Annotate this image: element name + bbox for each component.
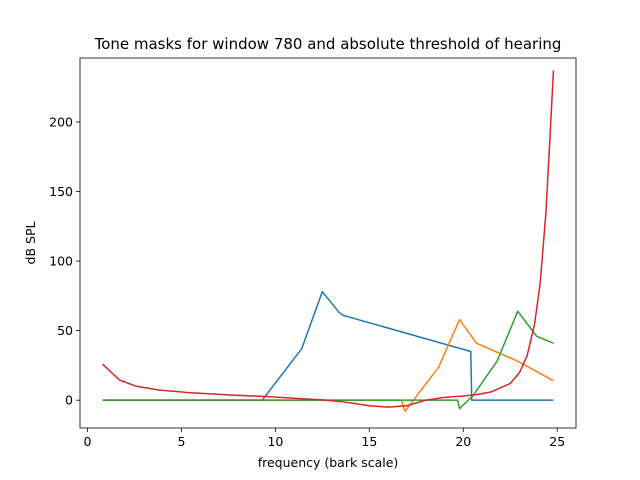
- series-line-4: [102, 70, 555, 408]
- y-axis-label: dB SPL: [23, 222, 38, 265]
- y-tick-label: 150: [49, 184, 73, 199]
- plot-frame: [79, 57, 577, 429]
- x-tick-label: 25: [549, 434, 565, 449]
- x-tick-label: 5: [177, 434, 185, 449]
- y-tick-label: 0: [65, 393, 73, 408]
- series-line-2: [102, 318, 554, 413]
- x-tick-label: 15: [361, 434, 377, 449]
- y-axis: 0 50 100 150 200: [49, 114, 80, 408]
- series-line-1: [102, 290, 554, 401]
- x-axis: 0 5 10 15 20 25: [84, 428, 565, 449]
- y-tick-label: 50: [57, 323, 73, 338]
- x-tick-label: 20: [455, 434, 471, 449]
- plot-lines: [102, 70, 555, 413]
- chart-title: Tone masks for window 780 and absolute t…: [94, 35, 562, 53]
- y-tick-label: 100: [49, 254, 73, 269]
- y-tick-label: 200: [49, 114, 73, 129]
- x-axis-label: frequency (bark scale): [258, 455, 399, 470]
- x-tick-label: 10: [267, 434, 283, 449]
- x-tick-label: 0: [84, 434, 92, 449]
